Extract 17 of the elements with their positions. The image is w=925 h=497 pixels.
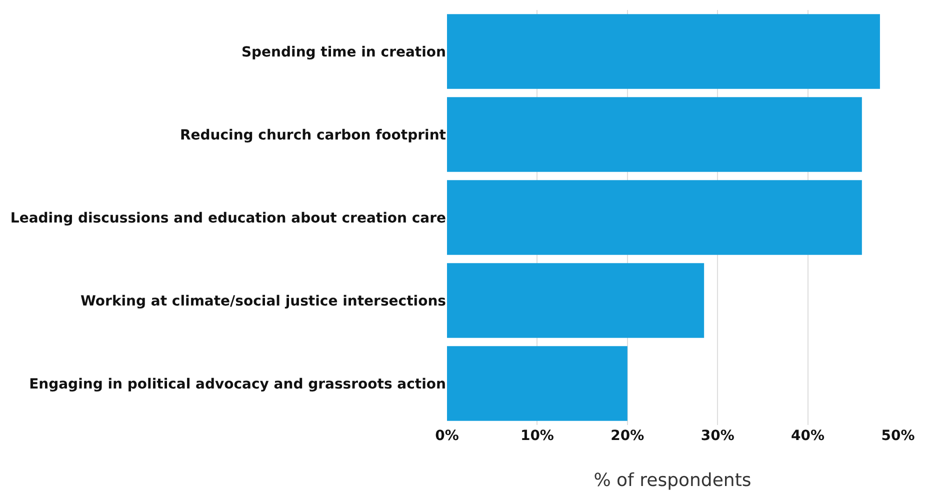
- bar: [447, 346, 628, 421]
- y-tick-label: Reducing church carbon footprint: [180, 127, 446, 144]
- y-tick-label: Working at climate/social justice intersections: [80, 293, 446, 310]
- x-axis-title: % of respondents: [594, 470, 752, 492]
- bar: [447, 263, 704, 338]
- y-tick-label: Leading discussions and education about creation care: [10, 210, 446, 226]
- bar: [447, 180, 862, 255]
- x-tick-label: 40%: [791, 428, 825, 444]
- x-tick-label: 50%: [881, 428, 915, 444]
- x-tick-label: 0%: [435, 428, 459, 444]
- x-tick-label: 30%: [700, 428, 734, 444]
- bar: [447, 14, 880, 89]
- x-tick-label: 20%: [610, 428, 644, 444]
- bar: [447, 97, 862, 172]
- y-tick-label: Engaging in political advocacy and grassroots action: [29, 376, 446, 392]
- y-tick-label: Spending time in creation: [241, 44, 446, 60]
- x-tick-label: 10%: [520, 428, 554, 444]
